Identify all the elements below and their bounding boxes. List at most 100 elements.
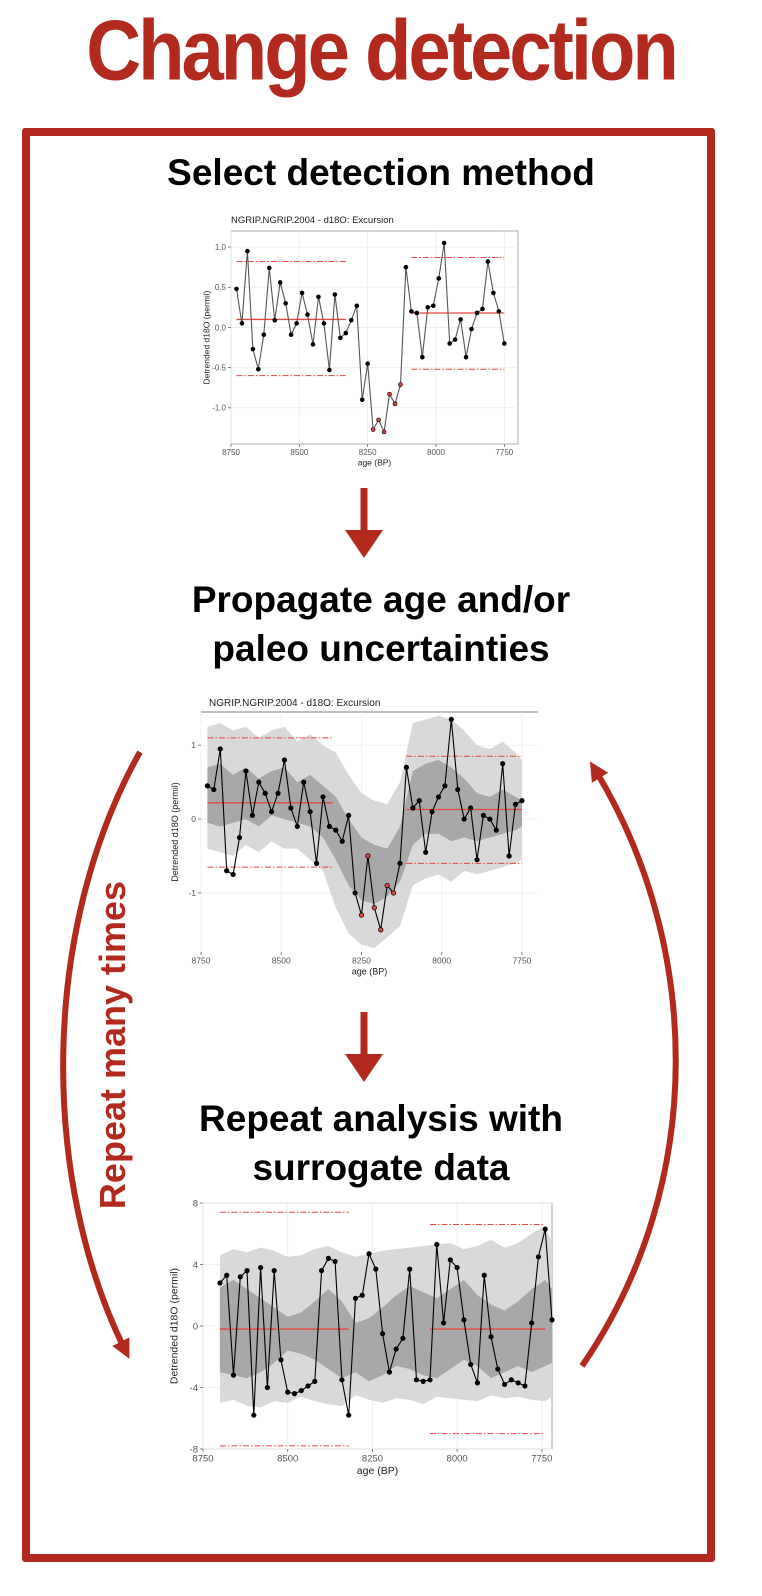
data-point bbox=[326, 823, 332, 830]
x-tick-label: 8250 bbox=[362, 1454, 383, 1465]
data-point bbox=[474, 1380, 481, 1386]
data-point bbox=[403, 764, 410, 770]
data-point bbox=[495, 1366, 501, 1372]
data-point bbox=[230, 871, 236, 878]
data-point bbox=[301, 779, 307, 785]
x-tick-label: 7750 bbox=[531, 1454, 552, 1465]
y-axis-label: Detrended d18O (permil) bbox=[170, 782, 180, 882]
data-point bbox=[288, 332, 294, 337]
step-propagate-title-line2: paleo uncertainties bbox=[212, 628, 550, 669]
y-tick-label: 4 bbox=[193, 1260, 198, 1271]
data-point bbox=[217, 1280, 223, 1286]
data-point bbox=[407, 1266, 413, 1272]
data-point bbox=[519, 798, 525, 804]
data-point-highlight bbox=[385, 883, 389, 888]
data-point-highlight bbox=[371, 427, 375, 432]
data-point bbox=[425, 305, 431, 310]
data-point bbox=[352, 1295, 359, 1301]
x-tick-label: 8500 bbox=[290, 448, 308, 457]
data-point bbox=[251, 1412, 257, 1418]
data-point bbox=[283, 301, 288, 306]
data-point-highlight bbox=[382, 430, 386, 434]
y-tick-label: 0 bbox=[191, 814, 196, 824]
y-tick-label: -0.5 bbox=[212, 363, 226, 372]
data-point bbox=[262, 790, 268, 796]
data-point bbox=[365, 361, 370, 366]
data-point bbox=[506, 853, 512, 859]
data-point bbox=[211, 786, 217, 793]
data-point-highlight bbox=[359, 913, 364, 917]
data-point bbox=[272, 317, 278, 323]
data-point bbox=[500, 761, 506, 767]
data-point bbox=[294, 823, 300, 830]
data-point bbox=[204, 783, 211, 789]
series-line bbox=[219, 1228, 553, 1416]
data-point bbox=[474, 857, 480, 863]
data-point bbox=[487, 816, 493, 822]
y-tick-label: 0 bbox=[193, 1321, 198, 1332]
x-tick-label: 7750 bbox=[495, 448, 513, 457]
data-point bbox=[338, 335, 343, 341]
y-tick-label: 1 bbox=[191, 740, 196, 750]
data-point bbox=[542, 1226, 548, 1232]
y-tick-label: -1.0 bbox=[212, 404, 226, 413]
data-point bbox=[413, 1377, 420, 1383]
y-axis-label: Detrended d18O (permil) bbox=[201, 290, 211, 384]
series-line bbox=[235, 243, 505, 434]
data-point bbox=[236, 834, 243, 841]
data-point bbox=[414, 310, 420, 316]
y-tick-label: 0.5 bbox=[215, 283, 227, 292]
data-point bbox=[468, 805, 474, 811]
loop-label: Repeat many times bbox=[92, 880, 133, 1210]
data-point bbox=[291, 1391, 298, 1397]
data-point bbox=[480, 812, 487, 818]
data-point bbox=[442, 783, 448, 789]
x-tick-label: 8500 bbox=[272, 956, 291, 966]
data-point-highlight bbox=[387, 392, 392, 396]
x-tick-label: 7750 bbox=[512, 956, 531, 966]
step-select-title: Select detection method bbox=[167, 152, 595, 193]
data-point bbox=[379, 1331, 386, 1337]
data-point bbox=[316, 294, 321, 300]
data-point bbox=[549, 1317, 555, 1323]
x-axis-label: age (BP) bbox=[358, 458, 392, 468]
page-title: Change detection bbox=[86, 3, 679, 99]
data-point bbox=[224, 868, 230, 874]
data-point bbox=[403, 264, 409, 270]
loop-arrow-right bbox=[579, 761, 679, 1368]
data-point-highlight bbox=[398, 382, 403, 387]
data-point bbox=[410, 805, 416, 811]
data-point bbox=[416, 798, 422, 804]
data-point bbox=[359, 397, 365, 403]
data-point bbox=[502, 341, 507, 346]
data-point bbox=[224, 1272, 230, 1278]
y-tick-label: 8 bbox=[193, 1198, 198, 1209]
y-tick-label: -1 bbox=[188, 888, 196, 898]
data-point bbox=[346, 812, 352, 818]
data-point bbox=[281, 757, 288, 763]
data-point bbox=[463, 354, 469, 360]
data-point bbox=[420, 354, 425, 360]
data-point bbox=[312, 1378, 318, 1384]
x-tick-label: 8750 bbox=[222, 448, 240, 457]
data-point bbox=[320, 794, 326, 800]
data-point bbox=[441, 240, 447, 246]
data-point bbox=[480, 306, 485, 312]
data-point bbox=[332, 292, 338, 297]
y-tick-label: 0.0 bbox=[215, 323, 227, 332]
x-tick-label: 8250 bbox=[352, 956, 371, 966]
x-tick-label: 8750 bbox=[192, 956, 211, 966]
data-point bbox=[278, 1357, 284, 1363]
data-point bbox=[400, 1335, 406, 1341]
data-point bbox=[397, 860, 403, 866]
data-point bbox=[327, 367, 332, 373]
data-point bbox=[294, 321, 299, 326]
data-point bbox=[298, 1387, 304, 1394]
uncertainty-band-inner bbox=[207, 760, 522, 904]
step-repeat-title-line1: Repeat analysis with bbox=[199, 1098, 563, 1139]
data-point bbox=[491, 290, 496, 296]
data-point bbox=[250, 346, 256, 352]
data-point bbox=[474, 310, 480, 316]
data-point bbox=[501, 1381, 508, 1388]
